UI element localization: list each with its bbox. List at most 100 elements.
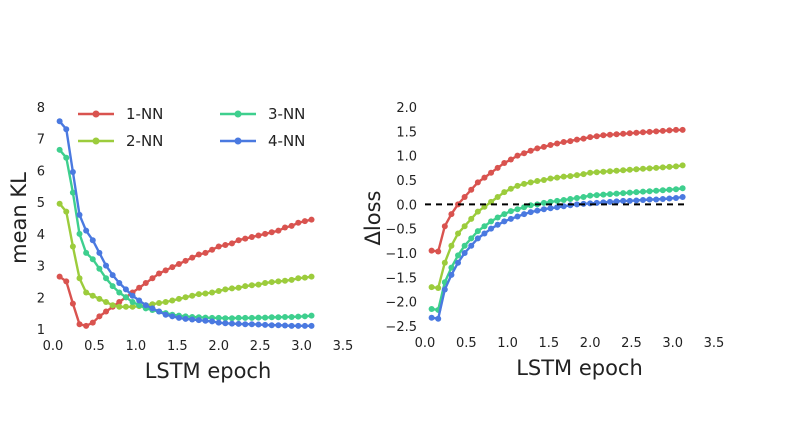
data-point [659, 164, 666, 171]
data-point [626, 166, 633, 173]
data-point [195, 291, 202, 298]
data-point [228, 315, 235, 322]
data-point [507, 215, 514, 222]
data-point [109, 272, 116, 279]
data-point [633, 189, 640, 196]
data-point [554, 174, 561, 181]
data-point [527, 147, 534, 154]
data-point [468, 215, 475, 222]
data-point [488, 225, 495, 232]
y-tick-label: −0.5 [385, 223, 417, 238]
data-point [488, 218, 495, 225]
data-point [248, 314, 255, 321]
legend-swatch-marker [234, 110, 242, 118]
data-point [587, 169, 594, 176]
data-point [295, 219, 302, 226]
x-tick-label: 1.5 [167, 339, 188, 354]
data-point [474, 228, 481, 235]
y-tick-label: −2.5 [385, 320, 417, 335]
y-tick-label: 4 [37, 228, 45, 243]
data-point [474, 179, 481, 186]
data-point [600, 132, 607, 139]
data-point [560, 139, 567, 146]
data-point [222, 320, 229, 327]
y-axis-label: Δloss [361, 191, 385, 246]
data-point [308, 273, 315, 280]
legend-swatch-marker [234, 137, 242, 145]
data-point [507, 185, 514, 192]
data-point [494, 214, 501, 221]
data-point [189, 292, 196, 299]
data-point [448, 264, 455, 271]
data-point [521, 150, 528, 157]
data-point [540, 199, 547, 206]
y-tick-label: 5 [37, 196, 45, 211]
data-point [428, 305, 435, 312]
data-point [96, 295, 103, 302]
data-point [63, 126, 70, 133]
data-point [202, 290, 209, 297]
data-point [468, 242, 475, 249]
data-point [301, 322, 308, 329]
data-point [56, 200, 63, 207]
legend-label: 3-NN [268, 105, 305, 123]
data-point [282, 322, 288, 329]
data-point [89, 237, 96, 244]
data-point [461, 250, 468, 256]
data-point [76, 275, 83, 282]
data-point [613, 198, 620, 205]
data-point [666, 127, 673, 134]
data-point [116, 280, 123, 287]
data-point [83, 322, 90, 329]
data-point [156, 270, 163, 277]
data-point [268, 279, 275, 286]
x-tick-label: 0.0 [43, 339, 64, 354]
data-point [560, 196, 567, 203]
data-point [89, 256, 96, 263]
data-point [96, 265, 103, 272]
data-point [646, 128, 653, 135]
data-point [428, 284, 435, 291]
series-4-NN [56, 118, 315, 329]
data-point [673, 186, 680, 193]
data-point [215, 319, 222, 326]
y-tick-label: 3 [37, 260, 45, 275]
data-point [448, 242, 455, 249]
data-point [554, 197, 561, 204]
x-tick-label: 3.0 [662, 336, 683, 351]
series-line [431, 195, 683, 320]
data-point [527, 179, 534, 186]
data-point [639, 129, 646, 136]
data-point [262, 314, 269, 321]
data-point [461, 223, 468, 230]
data-point [606, 191, 613, 198]
y-tick-label: 1 [37, 323, 45, 338]
data-point [255, 321, 262, 328]
data-point [527, 209, 534, 216]
data-point [282, 313, 288, 320]
data-point [679, 162, 686, 169]
data-point [580, 194, 587, 201]
data-point [83, 227, 90, 234]
x-tick-label: 1.0 [497, 336, 518, 351]
data-point [195, 317, 202, 324]
data-point [547, 205, 554, 212]
data-point [441, 286, 448, 293]
data-point [228, 285, 235, 292]
y-tick-label: 2 [37, 291, 45, 306]
data-point [534, 177, 541, 184]
y-tick-label: 2.0 [396, 101, 417, 116]
data-point [83, 249, 90, 256]
data-point [103, 275, 110, 282]
x-tick-label: 2.5 [621, 336, 642, 351]
data-point [587, 134, 594, 141]
data-point [169, 313, 176, 320]
x-tick-label: 2.0 [580, 336, 601, 351]
data-point [521, 211, 528, 218]
data-point [514, 206, 521, 213]
data-point [521, 180, 528, 187]
data-point [540, 177, 547, 183]
data-point [175, 295, 182, 302]
data-point [308, 322, 315, 329]
data-point [255, 281, 262, 288]
